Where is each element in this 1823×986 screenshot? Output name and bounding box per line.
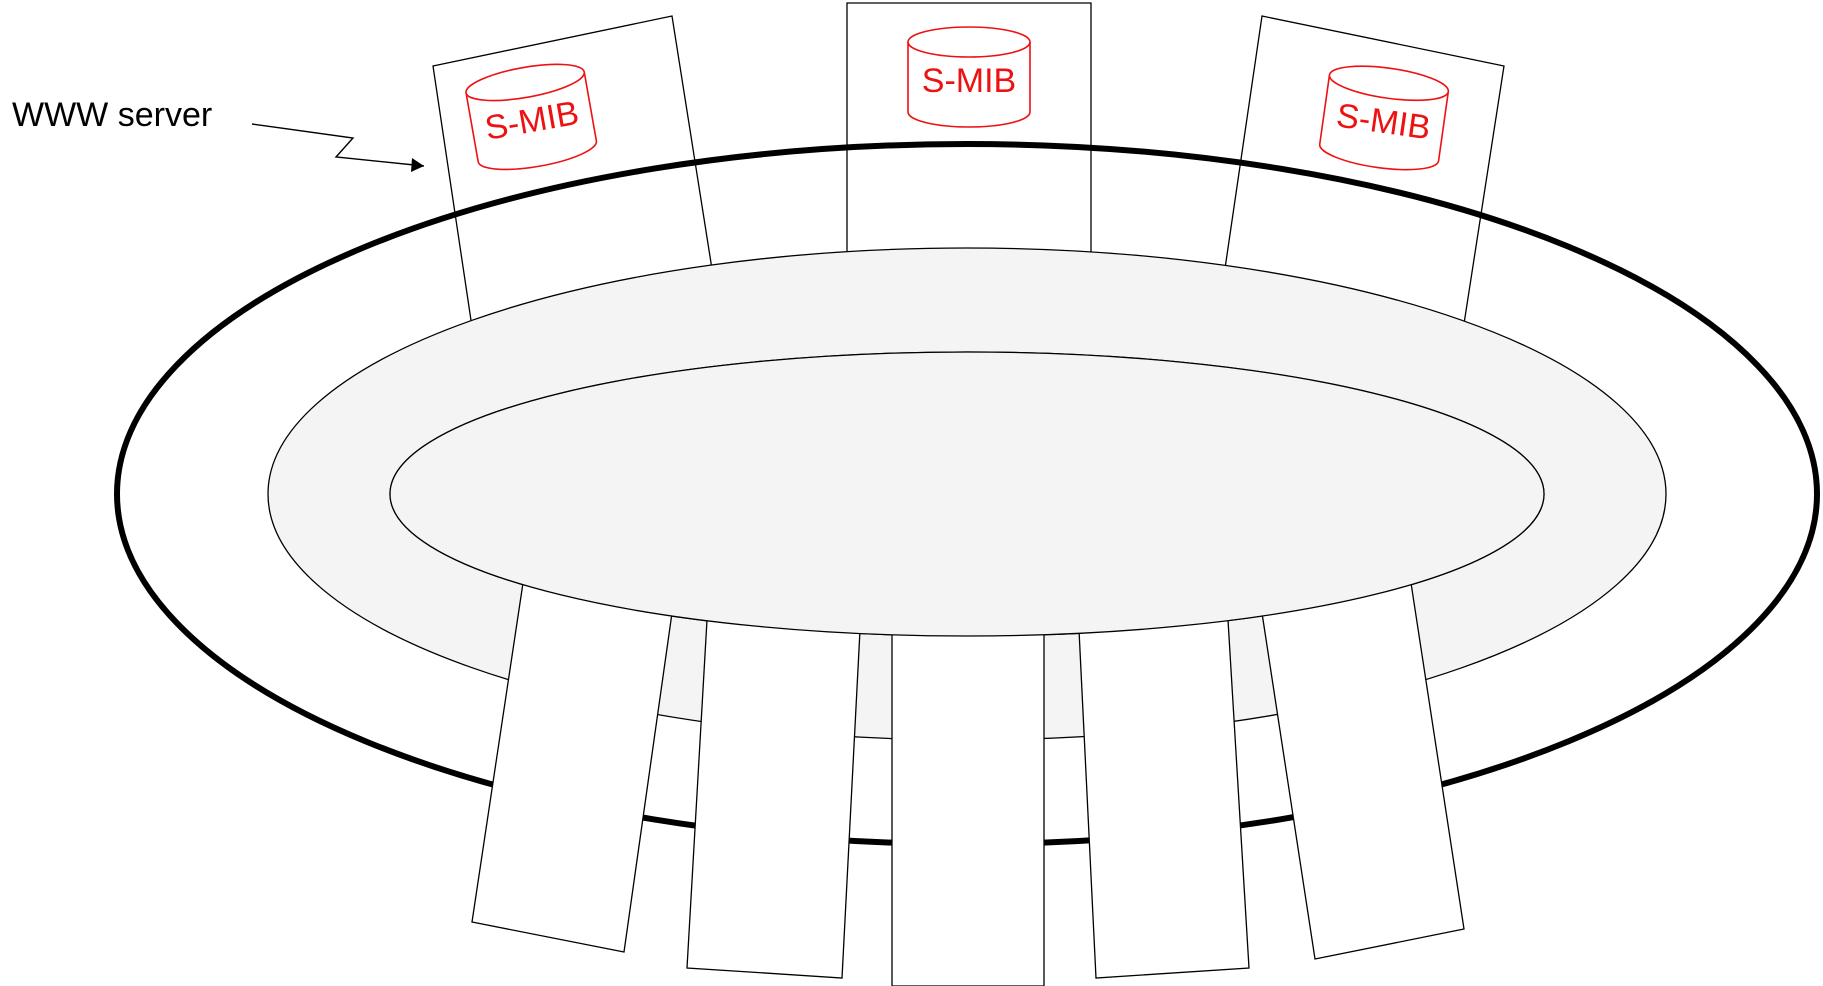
server-panel-bottom-4 bbox=[1078, 619, 1250, 979]
arrow-head-icon bbox=[411, 158, 424, 172]
callout-leader-arrow bbox=[251, 123, 425, 172]
database-icon: S-MIB bbox=[907, 26, 1031, 128]
database-label: S-MIB bbox=[922, 62, 1016, 100]
server-panel-bottom-2 bbox=[686, 619, 861, 979]
database-icon: S-MIB bbox=[465, 63, 598, 171]
inner-ellipse bbox=[389, 351, 1545, 637]
www-server-label: WWW server bbox=[12, 96, 212, 134]
server-panel-bottom-3 bbox=[891, 631, 1045, 986]
database-icon: S-MIB bbox=[1318, 65, 1450, 171]
